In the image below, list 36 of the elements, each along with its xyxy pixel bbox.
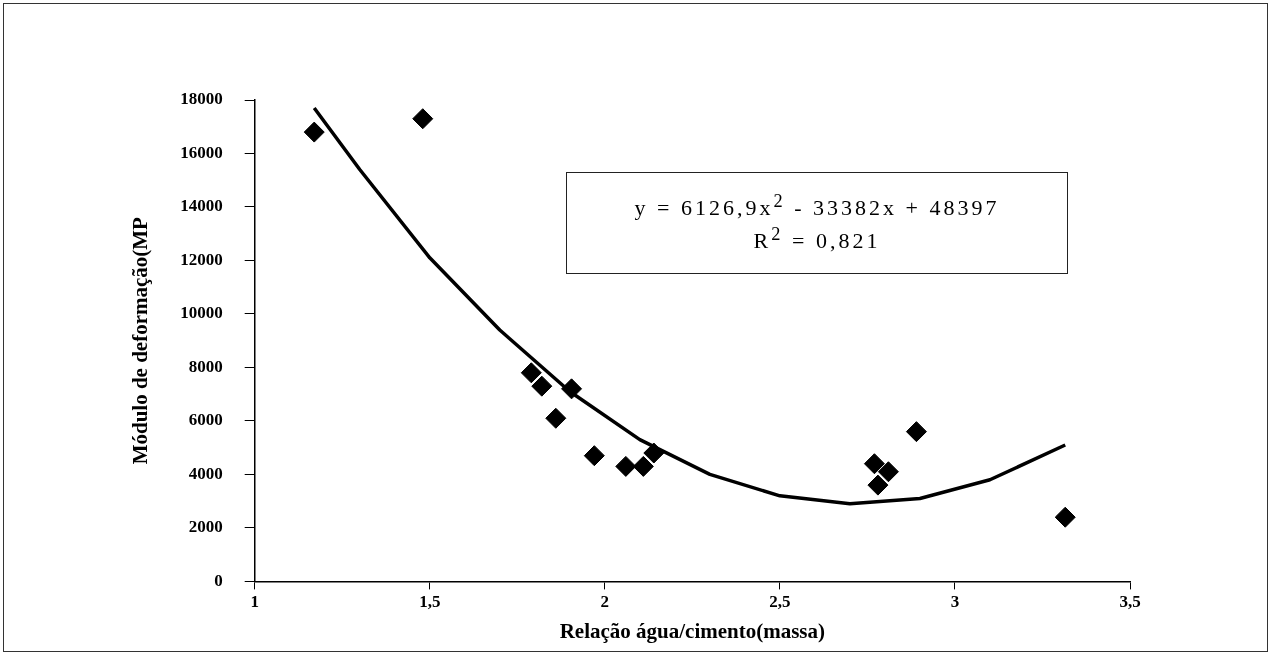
point — [905, 421, 927, 443]
y-tick-label: 8000 — [188, 356, 223, 376]
equation-box: y = 6126,9x$^{2}$ - 33382x + 48397 R$^{2}$ = 0,821 — [566, 172, 1068, 274]
y-tick-label: 10000 — [180, 303, 223, 323]
point — [303, 121, 325, 143]
point — [615, 455, 637, 477]
x-axis-title: Relação água/cimento(massa) — [559, 618, 826, 643]
annotation: R$^{2}$ = 0,821 — [752, 223, 882, 256]
point — [877, 461, 899, 483]
y-tick-label: 4000 — [188, 463, 223, 483]
x-tick-label: 3,5 — [1119, 591, 1141, 611]
point — [863, 453, 885, 475]
x-tick-label: 1,5 — [419, 591, 441, 611]
point — [867, 474, 889, 496]
y-tick-label: 18000 — [180, 89, 223, 109]
point — [583, 445, 605, 467]
annotation: y = 6126,9x$^{2}$ - 33382x + 48397 — [633, 190, 1001, 223]
y-axis-title: Módulo de deformação(MP — [128, 216, 153, 465]
x-tick-label: 2 — [600, 591, 610, 611]
y-tick-label: 6000 — [188, 410, 223, 430]
point — [632, 455, 654, 477]
y-tick-label: 16000 — [180, 142, 223, 162]
point — [531, 375, 553, 397]
x-tick-label: 3 — [950, 591, 960, 611]
point — [520, 362, 542, 384]
y-tick-label: 0 — [214, 570, 223, 590]
x-tick-label: 2,5 — [769, 591, 791, 611]
point — [561, 378, 583, 400]
point — [545, 407, 567, 429]
y-tick-label: 14000 — [180, 196, 223, 216]
y-tick-label: 2000 — [188, 517, 223, 537]
point — [412, 108, 434, 130]
y-tick-label: 12000 — [180, 249, 223, 269]
point — [643, 442, 665, 464]
x-tick-label: 1 — [250, 591, 259, 611]
point — [1054, 506, 1076, 528]
